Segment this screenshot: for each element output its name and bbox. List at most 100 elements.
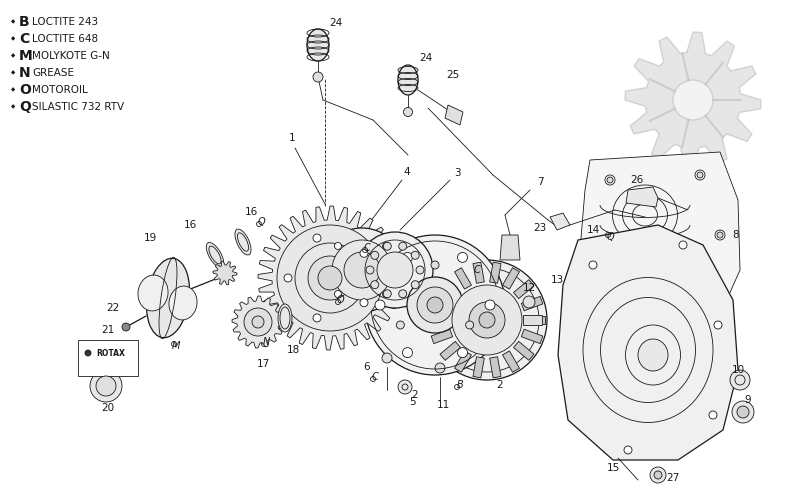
- Circle shape: [469, 302, 505, 338]
- Text: ◆: ◆: [11, 36, 15, 42]
- Circle shape: [398, 290, 406, 298]
- Text: MOLYKOTE G-N: MOLYKOTE G-N: [32, 51, 110, 61]
- Circle shape: [402, 347, 413, 358]
- Polygon shape: [514, 342, 534, 360]
- Polygon shape: [523, 315, 542, 325]
- Circle shape: [417, 287, 453, 323]
- Circle shape: [375, 300, 385, 310]
- Text: LOCTITE 243: LOCTITE 243: [32, 17, 98, 27]
- Circle shape: [383, 290, 391, 298]
- Text: ◆: ◆: [11, 53, 15, 58]
- Text: 18: 18: [286, 345, 300, 355]
- Polygon shape: [473, 357, 484, 378]
- Circle shape: [612, 297, 618, 303]
- Circle shape: [332, 240, 392, 300]
- Text: O: O: [336, 295, 344, 305]
- Circle shape: [90, 370, 122, 402]
- Polygon shape: [454, 268, 471, 289]
- Circle shape: [589, 261, 597, 269]
- Polygon shape: [490, 357, 501, 378]
- Circle shape: [714, 321, 722, 329]
- Text: C: C: [19, 32, 30, 46]
- Text: ◆: ◆: [11, 20, 15, 25]
- Polygon shape: [258, 206, 402, 350]
- Text: Q: Q: [19, 100, 31, 114]
- Circle shape: [435, 363, 445, 373]
- Circle shape: [366, 266, 374, 274]
- Circle shape: [313, 314, 321, 322]
- Circle shape: [382, 291, 390, 297]
- Text: 15: 15: [606, 463, 620, 473]
- Text: 5: 5: [410, 397, 416, 407]
- Polygon shape: [429, 316, 449, 324]
- Circle shape: [466, 321, 474, 329]
- Polygon shape: [558, 225, 738, 460]
- Circle shape: [360, 299, 368, 307]
- Ellipse shape: [403, 107, 413, 117]
- Ellipse shape: [235, 229, 251, 255]
- Ellipse shape: [206, 243, 224, 268]
- Text: Q: Q: [257, 217, 265, 227]
- Text: 2: 2: [412, 390, 418, 400]
- Circle shape: [357, 232, 433, 308]
- Polygon shape: [522, 329, 543, 343]
- Text: 25: 25: [446, 70, 460, 80]
- Text: ◆: ◆: [11, 88, 15, 93]
- Circle shape: [709, 411, 717, 419]
- Ellipse shape: [313, 72, 323, 82]
- Polygon shape: [232, 296, 284, 348]
- Ellipse shape: [169, 286, 197, 320]
- Text: 11: 11: [436, 400, 450, 410]
- Text: ◆: ◆: [11, 104, 15, 109]
- Text: 12: 12: [522, 283, 536, 293]
- Text: 1: 1: [289, 133, 295, 143]
- Circle shape: [458, 347, 467, 358]
- Circle shape: [452, 285, 522, 355]
- Circle shape: [284, 274, 292, 282]
- Text: 24: 24: [330, 18, 342, 28]
- Circle shape: [382, 353, 392, 363]
- Circle shape: [607, 177, 613, 183]
- Circle shape: [398, 242, 406, 250]
- Text: B: B: [19, 15, 30, 29]
- Text: 23: 23: [534, 223, 546, 233]
- Circle shape: [685, 300, 695, 310]
- Polygon shape: [431, 296, 453, 311]
- Circle shape: [479, 312, 495, 328]
- Text: 22: 22: [106, 303, 120, 313]
- Text: M: M: [172, 341, 180, 351]
- Ellipse shape: [638, 339, 668, 371]
- Text: 19: 19: [143, 233, 157, 243]
- Text: 2: 2: [497, 380, 503, 390]
- Bar: [78, 340, 138, 376]
- Ellipse shape: [278, 304, 292, 332]
- Text: 10: 10: [731, 365, 745, 375]
- Text: 9: 9: [745, 395, 751, 405]
- Circle shape: [122, 323, 130, 331]
- Polygon shape: [440, 342, 461, 360]
- Circle shape: [396, 321, 404, 329]
- Text: 27: 27: [666, 473, 680, 483]
- Text: O: O: [19, 83, 31, 97]
- Text: N: N: [262, 337, 270, 347]
- Circle shape: [687, 302, 693, 308]
- Polygon shape: [502, 268, 519, 289]
- Circle shape: [370, 281, 378, 289]
- Polygon shape: [514, 280, 534, 298]
- Circle shape: [715, 230, 725, 240]
- Text: 13: 13: [550, 275, 564, 285]
- Circle shape: [485, 300, 495, 310]
- Circle shape: [458, 252, 467, 262]
- Polygon shape: [454, 351, 471, 372]
- Circle shape: [610, 295, 620, 305]
- Text: M: M: [19, 49, 33, 63]
- Circle shape: [411, 251, 419, 259]
- Polygon shape: [213, 261, 237, 285]
- Circle shape: [650, 467, 666, 483]
- Polygon shape: [525, 316, 545, 324]
- Circle shape: [308, 256, 352, 300]
- Text: MOTOROIL: MOTOROIL: [32, 85, 88, 95]
- Circle shape: [252, 316, 264, 328]
- Text: 16: 16: [244, 207, 258, 217]
- Polygon shape: [522, 296, 543, 311]
